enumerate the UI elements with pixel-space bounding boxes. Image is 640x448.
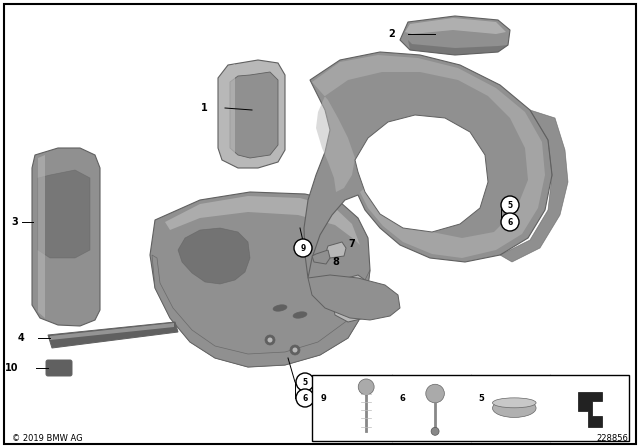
Polygon shape [150,192,370,367]
Polygon shape [50,323,174,340]
Polygon shape [48,322,178,348]
Polygon shape [218,60,285,168]
Text: 228856: 228856 [596,434,628,443]
Text: 9: 9 [321,394,326,403]
Ellipse shape [493,398,536,408]
Text: 6: 6 [302,393,308,402]
Text: 9: 9 [300,244,306,253]
Polygon shape [332,275,375,322]
FancyBboxPatch shape [312,375,629,441]
Circle shape [265,335,275,345]
Text: 2: 2 [388,29,395,39]
Circle shape [358,379,374,395]
Ellipse shape [493,399,536,418]
Polygon shape [32,148,100,326]
Text: 5: 5 [508,201,513,210]
Text: © 2019 BMW AG: © 2019 BMW AG [12,434,83,443]
Polygon shape [312,55,545,258]
Polygon shape [308,275,400,320]
FancyBboxPatch shape [46,360,72,376]
Polygon shape [405,18,506,34]
Text: 7: 7 [348,239,355,249]
Circle shape [292,348,298,353]
Circle shape [426,384,444,403]
Ellipse shape [273,305,287,311]
Polygon shape [304,52,552,278]
Polygon shape [500,110,568,262]
Polygon shape [165,196,360,245]
Polygon shape [355,115,488,232]
Text: 1: 1 [201,103,208,113]
Circle shape [290,345,300,355]
Text: 5: 5 [479,394,484,403]
Polygon shape [408,40,508,55]
Ellipse shape [293,312,307,318]
Polygon shape [152,255,370,367]
Polygon shape [400,16,510,55]
Circle shape [296,373,314,391]
Polygon shape [326,242,346,258]
Text: 6: 6 [399,394,405,403]
Circle shape [296,389,314,407]
Text: 4: 4 [17,333,24,343]
Polygon shape [230,72,278,158]
Polygon shape [38,170,90,258]
Circle shape [294,239,312,257]
Polygon shape [312,250,330,264]
Text: 3: 3 [12,217,18,227]
Text: 8: 8 [332,257,339,267]
Polygon shape [228,64,235,162]
Circle shape [501,213,519,231]
Circle shape [298,241,312,255]
Polygon shape [178,228,250,284]
Text: 6: 6 [508,217,513,227]
Text: 10: 10 [4,363,18,373]
Circle shape [431,427,439,435]
Polygon shape [577,392,602,426]
Circle shape [268,337,273,343]
Polygon shape [38,155,45,318]
Circle shape [501,196,519,214]
Text: 5: 5 [303,378,308,387]
